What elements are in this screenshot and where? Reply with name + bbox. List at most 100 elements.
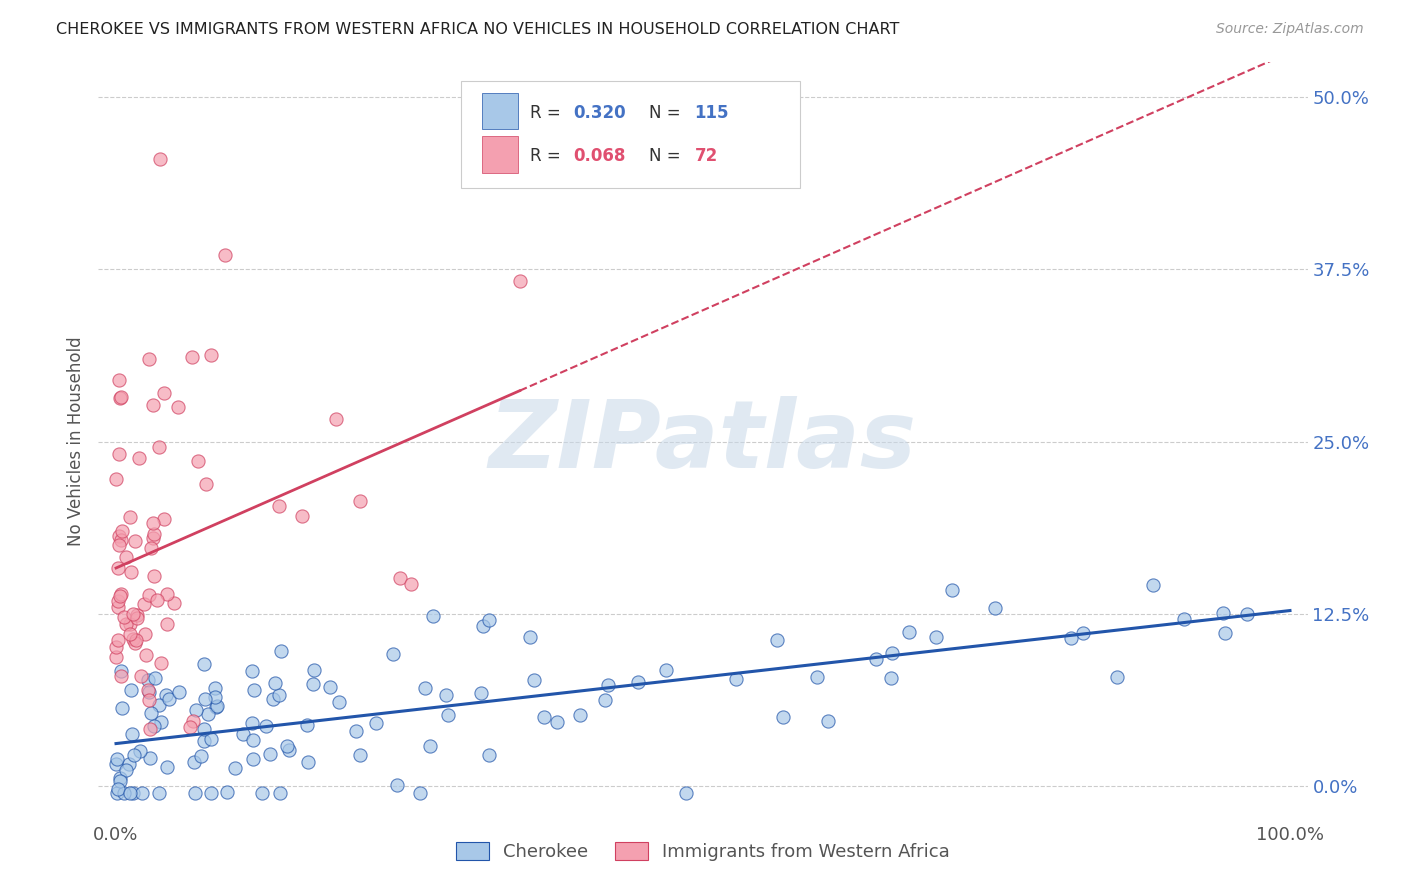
Y-axis label: No Vehicles in Household: No Vehicles in Household [67,336,86,547]
Point [155,688,177,702]
Point [110,533,132,547]
FancyBboxPatch shape [482,93,517,129]
Point [276,739,298,754]
Point [105,472,128,486]
Point [724,673,747,687]
Text: N =: N = [648,103,686,122]
Point [110,390,132,404]
Point [108,538,131,552]
Point [224,761,246,775]
Point [110,669,132,683]
Point [129,668,152,682]
Point [110,774,132,789]
Point [302,677,325,691]
Point [108,447,131,461]
Point [156,587,179,601]
Point [124,534,146,549]
Text: 0.320: 0.320 [574,103,626,122]
Point [898,625,921,640]
Point [139,541,162,555]
Point [941,582,963,597]
Point [194,692,217,706]
Point [291,508,314,523]
Point [136,673,159,687]
Point [596,678,619,692]
Point [148,440,170,454]
Point [654,663,676,677]
Point [181,350,204,364]
Point [157,691,180,706]
Point [167,400,190,414]
Point [142,569,165,583]
Point [118,510,141,524]
Point [1236,607,1258,621]
Point [232,726,254,740]
Point [278,743,301,757]
Point [568,708,591,723]
Point [184,703,207,717]
Point [148,698,170,712]
Point [214,248,236,262]
Point [806,670,828,684]
Point [880,671,903,685]
Point [349,748,371,763]
Point [107,781,129,796]
Point [419,739,441,753]
Point [519,631,541,645]
Point [132,597,155,611]
Point [127,607,149,622]
Point [148,786,170,800]
Text: ZIPatlas: ZIPatlas [489,395,917,488]
Point [128,451,150,466]
Point [1212,606,1234,620]
Point [269,500,291,514]
Point [139,706,162,721]
Point [142,516,165,531]
Point [254,719,277,733]
Point [143,671,166,685]
Point [105,786,128,800]
Point [204,699,226,714]
FancyBboxPatch shape [482,136,517,173]
Point [200,348,222,362]
Point [128,744,150,758]
Point [149,152,172,166]
Point [107,594,129,608]
Point [108,372,131,386]
Text: 72: 72 [695,147,718,165]
Point [150,657,173,671]
Point [183,755,205,769]
Point [1173,612,1195,626]
Text: R =: R = [530,103,567,122]
Point [156,617,179,632]
Point [200,786,222,800]
Point [138,693,160,707]
Point [187,453,209,467]
Point [389,571,412,585]
Point [240,665,263,679]
Point [135,648,157,662]
Point [125,610,148,624]
Point [197,707,219,722]
Point [817,714,839,728]
Point [1213,625,1236,640]
Point [122,632,145,647]
Point [194,477,217,491]
Point [325,411,347,425]
Point [124,636,146,650]
Point [264,676,287,690]
Point [366,716,388,731]
Point [772,710,794,724]
Point [110,587,132,601]
Point [193,722,215,736]
Point [983,601,1005,615]
Point [108,589,131,603]
Point [108,391,131,405]
Point [1142,578,1164,592]
Point [138,351,160,366]
Point [382,647,405,661]
Point [250,786,273,800]
Point [150,715,173,730]
Point [319,680,342,694]
Point [105,756,128,771]
